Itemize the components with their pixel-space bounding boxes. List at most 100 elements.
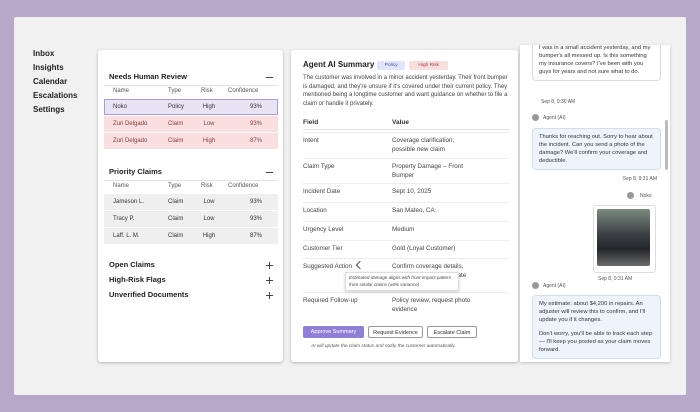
badge: High Risk — [409, 61, 448, 70]
table-row[interactable] — [104, 194, 278, 210]
action-button[interactable]: Approve Summary — [303, 326, 364, 338]
expand-icon[interactable] — [269, 262, 270, 269]
summary-title: Agent AI Summary — [303, 60, 375, 69]
table-cell: Low — [203, 120, 215, 127]
table-cell: Claim — [168, 215, 184, 222]
header-row — [303, 115, 509, 130]
collapse-icon[interactable] — [266, 172, 273, 173]
ai-note: AI will update the claim status and noti… — [311, 344, 456, 349]
table-row[interactable] — [104, 99, 278, 115]
table-cell: Zuri Delgado — [113, 137, 148, 144]
field-value: Sept 10, 2025 — [392, 188, 432, 195]
table-cell: High — [202, 232, 216, 239]
field-value: possible new claim — [392, 145, 445, 153]
column-header: Type — [168, 88, 182, 94]
sender-name: Noko — [640, 193, 652, 199]
column-header: Value — [392, 119, 409, 126]
section-title[interactable]: Open Claims — [109, 260, 155, 269]
table-cell: Claim — [168, 232, 184, 239]
table-cell: Claim — [168, 137, 184, 144]
nav-item[interactable]: Escalations — [33, 91, 78, 100]
nav-item[interactable]: Settings — [33, 105, 65, 114]
column-header: Field — [303, 119, 319, 126]
field-value: Policy review, request photo — [392, 297, 471, 304]
column-header: Confidence — [228, 88, 259, 94]
table-cell: Noko — [113, 103, 128, 110]
timestamp: Sep 8, 9:31 AM — [622, 176, 657, 182]
column-header: Type — [168, 183, 182, 189]
table-row[interactable] — [104, 211, 278, 227]
field-value: Property Damage – Front — [392, 163, 464, 170]
table-cell: 93% — [249, 198, 262, 205]
nav-item[interactable]: Calendar — [33, 77, 68, 86]
action-button[interactable]: Escalate Claim — [427, 326, 477, 338]
sender-name: Agent (AI) — [543, 115, 566, 121]
avatar — [532, 114, 539, 121]
row-divider — [303, 202, 509, 203]
table-cell: Low — [203, 198, 215, 205]
field-label: Customer Tier — [303, 245, 343, 252]
section-title[interactable]: High-Risk Flags — [109, 275, 166, 284]
table-cell: High — [202, 103, 216, 110]
chat-panel: I was in a small accident yesterday, and… — [520, 45, 670, 362]
field-label: Incident Date — [303, 188, 341, 195]
row-divider — [303, 240, 509, 241]
message-bubble: My estimate: about $4,200 in repairs. An… — [532, 295, 661, 359]
table-row[interactable] — [104, 116, 278, 132]
row-divider — [303, 183, 509, 184]
section-title[interactable]: Unverified Documents — [109, 290, 189, 299]
collapse-icon[interactable] — [266, 77, 273, 78]
table-cell: Claim — [168, 120, 184, 127]
scrollbar — [665, 120, 668, 170]
nav-item[interactable]: Insights — [33, 63, 64, 72]
action-button[interactable]: Request Evidence — [368, 326, 423, 338]
row-divider — [303, 158, 509, 159]
table-cell: Claim — [168, 198, 184, 205]
field-label: Location — [303, 207, 327, 214]
field-value: Medium — [392, 226, 415, 233]
row-divider — [303, 132, 509, 133]
section-title[interactable]: Needs Human Review — [109, 72, 187, 81]
nav-item[interactable]: Inbox — [33, 49, 55, 58]
field-value: Coverage clarification; — [392, 137, 455, 144]
field-value: evidence — [392, 305, 418, 313]
table-cell: 87% — [249, 232, 262, 239]
field-value: itiate — [453, 271, 467, 279]
field-label: Claim Type — [303, 163, 335, 170]
table-cell: Zuri Delgado — [113, 120, 148, 127]
message-text: I was in a small accident yesterday, and… — [539, 45, 651, 75]
field-value: San Mateo, CA — [392, 207, 435, 214]
column-header: Risk — [201, 88, 213, 94]
table-row[interactable] — [104, 133, 278, 149]
table-cell: Policy — [168, 103, 185, 110]
row-divider — [303, 221, 509, 222]
row-divider — [303, 258, 509, 259]
sender-name: Agent (AI) — [543, 283, 566, 289]
row-divider — [303, 292, 509, 293]
timestamp: Sep 8, 9:30 AM — [541, 99, 576, 105]
avatar — [532, 282, 539, 289]
column-header: Confidence — [228, 183, 259, 189]
table-cell: 87% — [249, 137, 262, 144]
column-header: Risk — [201, 183, 213, 189]
expand-icon[interactable] — [269, 277, 270, 284]
badge: Policy — [377, 61, 406, 70]
damage-photo — [597, 209, 650, 266]
message-bubble: I was in a small accident yesterday, and… — [532, 45, 661, 81]
column-header: Name — [113, 88, 130, 94]
summary-card — [291, 50, 518, 362]
summary-text: The customer was involved in a minor acc… — [303, 75, 508, 107]
table-cell: Tracy P. — [113, 215, 135, 222]
expand-icon[interactable] — [269, 292, 270, 299]
field-value: Gold (Loyal Customer) — [392, 245, 456, 252]
table-row[interactable] — [104, 228, 278, 244]
message-text: Don't worry, you'll be able to track eac… — [539, 331, 652, 353]
message-text: Thanks for reaching out. Sorry to hear a… — [539, 134, 653, 164]
column-header: Name — [113, 183, 130, 189]
table-cell: 93% — [249, 103, 262, 110]
table-cell: Laff. L. M. — [113, 232, 140, 239]
field-label: Suggested Action — [303, 263, 353, 270]
field-value: Confirm coverage details, — [392, 263, 464, 270]
section-title[interactable]: Priority Claims — [109, 167, 162, 176]
